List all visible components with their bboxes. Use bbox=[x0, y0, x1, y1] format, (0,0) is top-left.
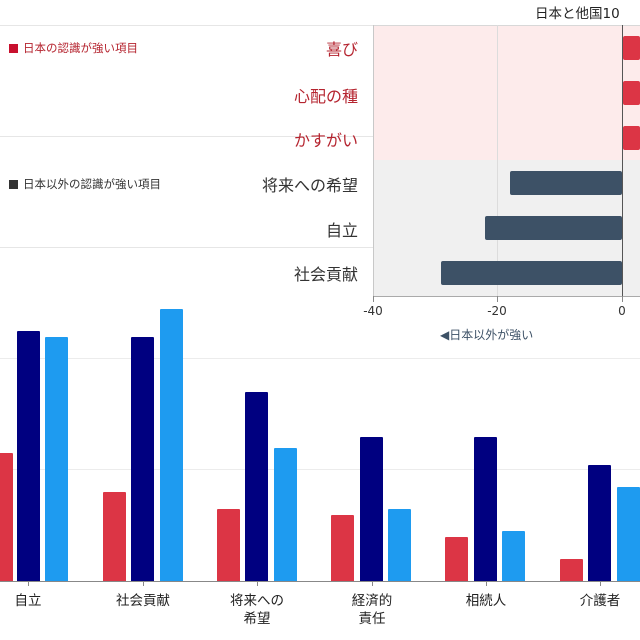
category-label: 将来への希望 bbox=[261, 176, 358, 195]
tick bbox=[486, 581, 487, 586]
bar-red-shourai bbox=[217, 509, 240, 581]
x-category-label: 自立 bbox=[14, 593, 42, 609]
bar-navy-shakai bbox=[131, 337, 154, 581]
x-category-label: 介護者 bbox=[579, 593, 621, 609]
row-divider bbox=[0, 136, 373, 137]
grid-line bbox=[0, 469, 640, 470]
legend-japan-label: 日本の認識が強い項目 bbox=[23, 41, 138, 55]
bar-red-souzoku bbox=[445, 537, 468, 581]
plot-region-japan bbox=[373, 25, 640, 160]
tick bbox=[622, 296, 623, 302]
bar-blue-kaigo bbox=[617, 487, 640, 581]
bar-blue-jiritsu bbox=[45, 337, 68, 581]
legend-swatch-red bbox=[9, 43, 18, 53]
tick bbox=[600, 581, 601, 586]
x-axis-label: ◀日本以外が強い bbox=[440, 328, 534, 342]
category-label: 心配の種 bbox=[293, 87, 358, 106]
tick bbox=[497, 296, 498, 302]
bar-blue-souzoku bbox=[502, 531, 525, 581]
x-tick-label: -20 bbox=[487, 304, 507, 318]
bar-other-shakai bbox=[441, 261, 622, 285]
bar-japan-yorokobi bbox=[623, 36, 640, 60]
grid-line bbox=[0, 358, 640, 359]
bar-navy-keizai bbox=[360, 437, 383, 581]
legend-swatch-dark bbox=[9, 179, 18, 189]
category-label: かすがい bbox=[293, 131, 358, 150]
tick bbox=[28, 581, 29, 586]
bar-red-jiritsu bbox=[0, 453, 13, 581]
baseline-axis bbox=[0, 581, 640, 582]
category-label: 社会貢献 bbox=[293, 265, 358, 284]
bar-red-shakai bbox=[103, 492, 126, 581]
bar-japan-kasugai bbox=[623, 126, 640, 150]
grid-line-neg40 bbox=[373, 25, 374, 297]
category-label: 喜び bbox=[325, 40, 358, 59]
row-divider bbox=[0, 247, 373, 248]
bar-navy-kaigo bbox=[588, 465, 611, 581]
grid-line-neg20 bbox=[497, 25, 498, 297]
legend-other: 日本以外の認識が強い項目 bbox=[9, 176, 161, 192]
bar-red-keizai bbox=[331, 515, 354, 581]
x-axis bbox=[373, 296, 640, 297]
bar-navy-shourai bbox=[245, 392, 268, 581]
row-divider bbox=[0, 25, 373, 26]
legend-other-label: 日本以外の認識が強い項目 bbox=[23, 177, 161, 191]
x-tick-label: 0 bbox=[618, 304, 626, 318]
bar-blue-shakai bbox=[160, 309, 183, 581]
tick bbox=[257, 581, 258, 586]
zero-axis bbox=[622, 25, 623, 297]
bar-red-kaigo bbox=[560, 559, 583, 581]
bar-navy-souzoku bbox=[474, 437, 497, 581]
bar-japan-shinpai bbox=[623, 81, 640, 105]
bar-other-jiritsu bbox=[485, 216, 622, 240]
x-category-label: 経済的 責任 bbox=[351, 593, 393, 627]
x-category-label: 社会貢献 bbox=[116, 593, 170, 609]
tick bbox=[373, 296, 374, 302]
bar-other-shourai bbox=[510, 171, 622, 195]
plot-top-border bbox=[373, 25, 640, 26]
bar-blue-keizai bbox=[388, 509, 411, 581]
category-label: 自立 bbox=[325, 221, 358, 240]
x-category-label: 相続人 bbox=[465, 593, 507, 609]
tick bbox=[143, 581, 144, 586]
tick bbox=[372, 581, 373, 586]
chart-title: 日本と他国10 bbox=[535, 6, 620, 22]
legend-japan: 日本の認識が強い項目 bbox=[9, 40, 138, 56]
bar-navy-jiritsu bbox=[17, 331, 40, 581]
bar-blue-shourai bbox=[274, 448, 297, 581]
x-category-label: 将来への 希望 bbox=[230, 593, 284, 627]
x-tick-label: -40 bbox=[363, 304, 383, 318]
